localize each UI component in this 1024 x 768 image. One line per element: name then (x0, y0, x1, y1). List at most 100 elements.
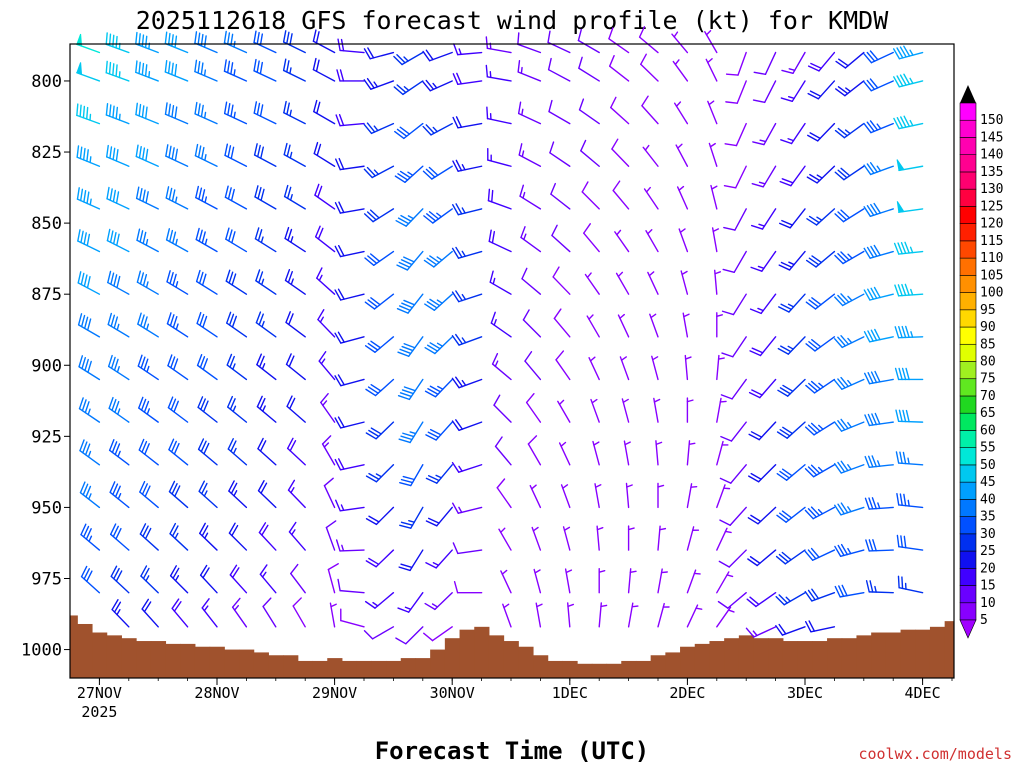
colorbar-label: 115 (980, 234, 1003, 249)
terrain-step (797, 641, 813, 678)
wind-barb (778, 250, 806, 271)
wind-barb (107, 270, 130, 295)
colorbar-label: 40 (980, 492, 996, 507)
terrain-step (606, 663, 622, 678)
wind-barb (776, 421, 806, 439)
colorbar-swatch (959, 188, 977, 207)
wind-barb (312, 29, 336, 54)
wind-barb (168, 480, 189, 509)
colorbar-top-arrow (960, 85, 976, 103)
wind-barb (256, 353, 277, 381)
terrain-step (356, 660, 372, 678)
wind-barb (312, 57, 336, 82)
wind-barb (199, 564, 218, 594)
wind-barb (195, 269, 218, 295)
terrain-step (577, 663, 593, 678)
wind-barb (596, 525, 604, 551)
wind-barb (641, 95, 659, 125)
wind-barb (292, 597, 306, 628)
wind-barb (397, 336, 424, 357)
wind-barb (165, 228, 189, 253)
wind-barb (835, 51, 865, 69)
colorbar-swatch (959, 171, 977, 190)
colorbar-swatch (959, 430, 977, 448)
wind-barb (79, 481, 101, 509)
terrain-step (915, 629, 931, 678)
wind-barb (804, 588, 836, 602)
wind-barb (259, 564, 277, 594)
wind-barb (288, 521, 306, 551)
wind-barb (231, 597, 248, 628)
colorbar-swatch (959, 533, 977, 552)
wind-barb (139, 480, 159, 509)
wind-barb (708, 142, 718, 167)
wind-barb (194, 143, 218, 167)
wind-barb (253, 101, 277, 125)
wind-barb (777, 336, 806, 355)
wind-barb (863, 286, 894, 301)
wind-barb (686, 569, 701, 594)
wind-barb (282, 58, 306, 82)
terrain-step (400, 658, 416, 678)
wind-barb (394, 165, 424, 184)
wind-barb (135, 60, 159, 82)
wind-barb (255, 269, 277, 295)
wind-barb (725, 80, 747, 104)
wind-barb (805, 336, 836, 352)
wind-barb (621, 398, 630, 423)
terrain-step (885, 632, 902, 678)
wind-barb (227, 438, 248, 466)
wind-barb (76, 103, 101, 125)
wind-barb (364, 293, 395, 310)
wind-barb (806, 165, 836, 184)
wind-barb (804, 547, 836, 561)
x-tick-label: 29NOV (312, 684, 357, 702)
credit-link[interactable]: coolwx.com/models (858, 745, 1012, 763)
wind-barb (806, 208, 836, 226)
terrain-step (136, 641, 152, 678)
wind-barb (363, 626, 395, 640)
terrain-step (283, 655, 299, 678)
terrain-step (856, 635, 872, 678)
terrain-step (547, 660, 563, 678)
wind-barb (335, 157, 365, 171)
wind-barb (716, 397, 727, 423)
wind-barb (834, 165, 865, 181)
terrain-step (694, 643, 710, 678)
wind-barb (164, 102, 189, 125)
wind-barb (896, 492, 924, 509)
wind-barb (197, 396, 218, 423)
wind-barb (557, 399, 571, 423)
wind-barb (535, 602, 543, 628)
wind-barb (779, 208, 806, 229)
terrain-step (665, 652, 681, 678)
wind-barb (262, 597, 277, 628)
wind-barb (105, 102, 130, 125)
wind-barb (491, 352, 512, 381)
wind-barb (716, 354, 725, 381)
wind-barb (748, 464, 777, 483)
wind-barb (647, 271, 659, 295)
wind-barb (598, 602, 608, 628)
wind-barb (863, 78, 894, 92)
wind-barb (835, 80, 865, 97)
wind-barb (422, 122, 453, 136)
wind-barb (165, 186, 189, 210)
wind-barb (452, 159, 483, 172)
terrain-step (224, 649, 240, 678)
wind-barb (108, 439, 130, 466)
colorbar-swatch (959, 343, 977, 362)
colorbar-label: 100 (980, 286, 1003, 301)
wind-barb (615, 271, 630, 295)
wind-barb (451, 419, 483, 432)
wind-barb (672, 59, 689, 82)
wind-barb (108, 396, 130, 423)
wind-barb (750, 208, 777, 230)
y-tick-label: 875 (31, 285, 62, 305)
wind-barb (567, 602, 575, 628)
wind-barb (363, 77, 395, 90)
wind-barb (548, 99, 571, 125)
wind-barb (423, 208, 453, 224)
wind-barb (678, 228, 689, 253)
